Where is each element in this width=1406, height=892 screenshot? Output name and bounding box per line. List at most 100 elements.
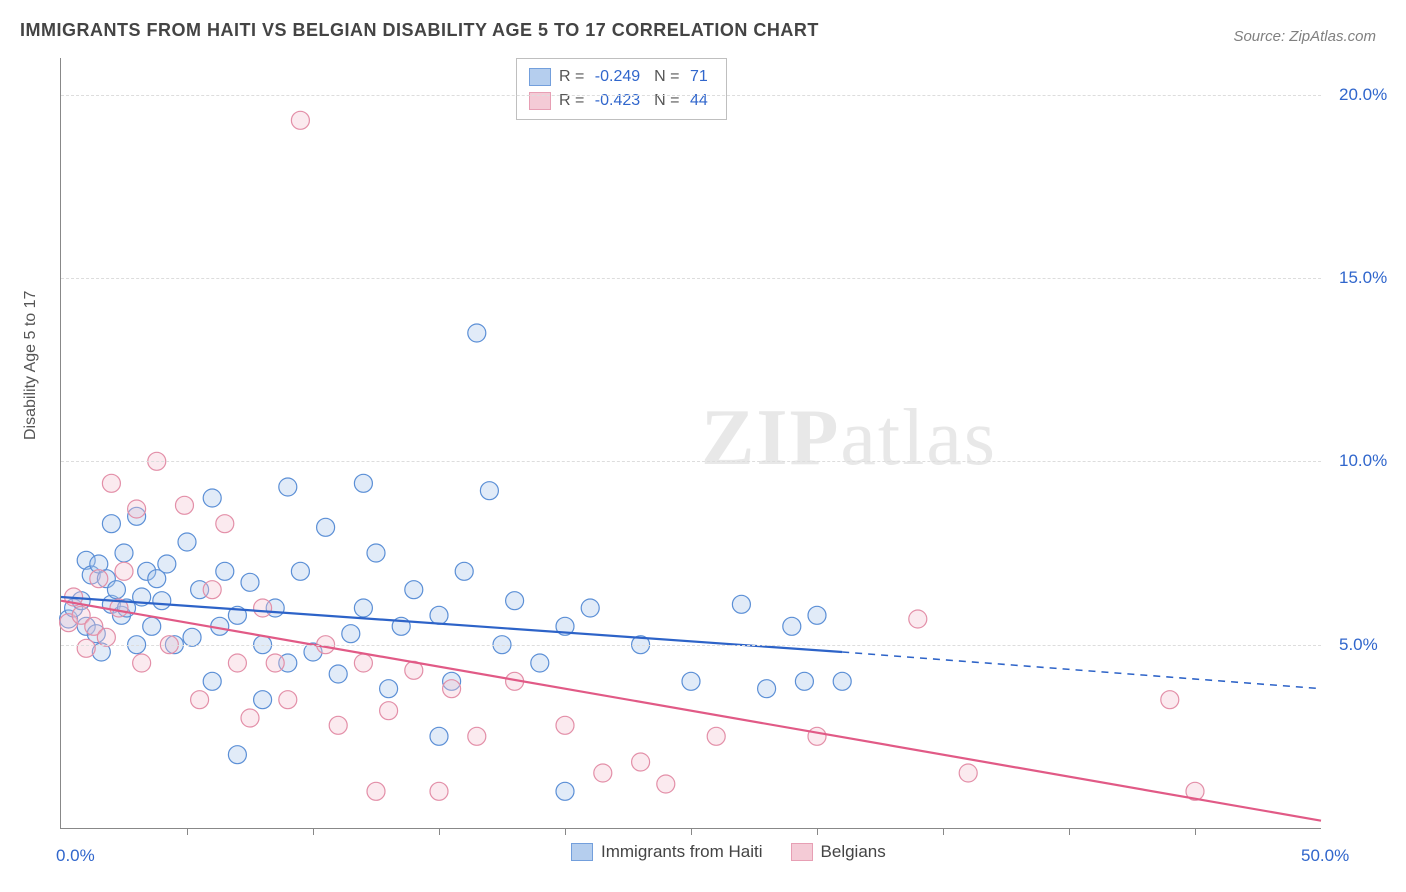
data-point-haiti bbox=[758, 680, 776, 698]
legend-r-label: R = -0.249 bbox=[559, 68, 646, 86]
data-point-belgians bbox=[266, 654, 284, 672]
data-point-belgians bbox=[203, 581, 221, 599]
data-point-haiti bbox=[405, 581, 423, 599]
data-point-belgians bbox=[191, 691, 209, 709]
data-point-belgians bbox=[216, 515, 234, 533]
data-point-belgians bbox=[707, 727, 725, 745]
data-point-haiti bbox=[556, 782, 574, 800]
legend-stat-row-haiti: R = -0.249 N = 71 bbox=[529, 65, 714, 89]
data-point-haiti bbox=[480, 482, 498, 500]
x-tick-label: 50.0% bbox=[1301, 846, 1349, 866]
data-point-belgians bbox=[959, 764, 977, 782]
data-point-haiti bbox=[153, 592, 171, 610]
data-point-haiti bbox=[291, 562, 309, 580]
data-point-belgians bbox=[443, 680, 461, 698]
x-tick bbox=[313, 828, 314, 835]
data-point-belgians bbox=[241, 709, 259, 727]
data-point-belgians bbox=[279, 691, 297, 709]
data-point-haiti bbox=[228, 746, 246, 764]
data-point-haiti bbox=[581, 599, 599, 617]
x-tick bbox=[691, 828, 692, 835]
data-point-belgians bbox=[632, 753, 650, 771]
data-point-belgians bbox=[97, 628, 115, 646]
gridline bbox=[61, 645, 1321, 646]
data-point-haiti bbox=[216, 562, 234, 580]
data-point-haiti bbox=[203, 489, 221, 507]
data-point-belgians bbox=[175, 496, 193, 514]
legend-swatch-belgians bbox=[791, 843, 813, 861]
data-point-belgians bbox=[367, 782, 385, 800]
x-tick bbox=[943, 828, 944, 835]
data-point-belgians bbox=[556, 716, 574, 734]
data-point-haiti bbox=[732, 595, 750, 613]
legend-series: Immigrants from Haiti Belgians bbox=[571, 842, 886, 862]
gridline bbox=[61, 95, 1321, 96]
x-tick bbox=[187, 828, 188, 835]
source-attribution: Source: ZipAtlas.com bbox=[1233, 28, 1376, 45]
data-point-haiti bbox=[158, 555, 176, 573]
data-point-haiti bbox=[808, 606, 826, 624]
plot-area: ZIPatlas R = -0.249N = 71R = -0.423N = 4… bbox=[60, 58, 1321, 829]
legend-n-label: N = 71 bbox=[654, 68, 714, 86]
y-tick-label: 15.0% bbox=[1339, 268, 1387, 288]
data-point-haiti bbox=[506, 592, 524, 610]
x-tick bbox=[1069, 828, 1070, 835]
plot-svg bbox=[61, 58, 1321, 828]
data-point-belgians bbox=[909, 610, 927, 628]
data-point-haiti bbox=[430, 606, 448, 624]
data-point-haiti bbox=[354, 474, 372, 492]
data-point-haiti bbox=[354, 599, 372, 617]
data-point-belgians bbox=[115, 562, 133, 580]
data-point-haiti bbox=[795, 672, 813, 690]
legend-label-belgians: Belgians bbox=[821, 842, 886, 862]
data-point-belgians bbox=[90, 570, 108, 588]
data-point-belgians bbox=[354, 654, 372, 672]
data-point-belgians bbox=[133, 654, 151, 672]
y-tick-label: 5.0% bbox=[1339, 635, 1378, 655]
data-point-haiti bbox=[531, 654, 549, 672]
data-point-haiti bbox=[317, 518, 335, 536]
data-point-belgians bbox=[657, 775, 675, 793]
x-tick bbox=[1195, 828, 1196, 835]
legend-item-haiti: Immigrants from Haiti bbox=[571, 842, 763, 862]
gridline bbox=[61, 278, 1321, 279]
chart-title: IMMIGRANTS FROM HAITI VS BELGIAN DISABIL… bbox=[20, 20, 819, 41]
data-point-haiti bbox=[783, 617, 801, 635]
data-point-haiti bbox=[183, 628, 201, 646]
data-point-belgians bbox=[594, 764, 612, 782]
data-point-haiti bbox=[367, 544, 385, 562]
data-point-haiti bbox=[682, 672, 700, 690]
data-point-belgians bbox=[77, 639, 95, 657]
data-point-belgians bbox=[291, 111, 309, 129]
legend-r-value: -0.249 bbox=[589, 68, 646, 85]
data-point-haiti bbox=[178, 533, 196, 551]
data-point-haiti bbox=[380, 680, 398, 698]
data-point-belgians bbox=[329, 716, 347, 734]
data-point-haiti bbox=[254, 691, 272, 709]
data-point-haiti bbox=[102, 515, 120, 533]
legend-swatch-haiti bbox=[529, 68, 551, 86]
data-point-belgians bbox=[128, 500, 146, 518]
data-point-belgians bbox=[102, 474, 120, 492]
data-point-haiti bbox=[455, 562, 473, 580]
data-point-haiti bbox=[241, 573, 259, 591]
gridline bbox=[61, 461, 1321, 462]
data-point-belgians bbox=[1161, 691, 1179, 709]
y-tick-label: 20.0% bbox=[1339, 85, 1387, 105]
data-point-belgians bbox=[254, 599, 272, 617]
data-point-belgians bbox=[228, 654, 246, 672]
data-point-belgians bbox=[468, 727, 486, 745]
data-point-haiti bbox=[143, 617, 161, 635]
legend-item-belgians: Belgians bbox=[791, 842, 886, 862]
data-point-haiti bbox=[833, 672, 851, 690]
legend-n-value: 71 bbox=[684, 68, 714, 85]
data-point-haiti bbox=[279, 478, 297, 496]
data-point-haiti bbox=[107, 581, 125, 599]
data-point-haiti bbox=[468, 324, 486, 342]
legend-stat-row-belgians: R = -0.423N = 44 bbox=[529, 89, 714, 113]
data-point-belgians bbox=[430, 782, 448, 800]
legend-swatch-haiti bbox=[571, 843, 593, 861]
data-point-haiti bbox=[115, 544, 133, 562]
trendline-dashed-haiti bbox=[842, 652, 1321, 689]
y-tick-label: 10.0% bbox=[1339, 451, 1387, 471]
